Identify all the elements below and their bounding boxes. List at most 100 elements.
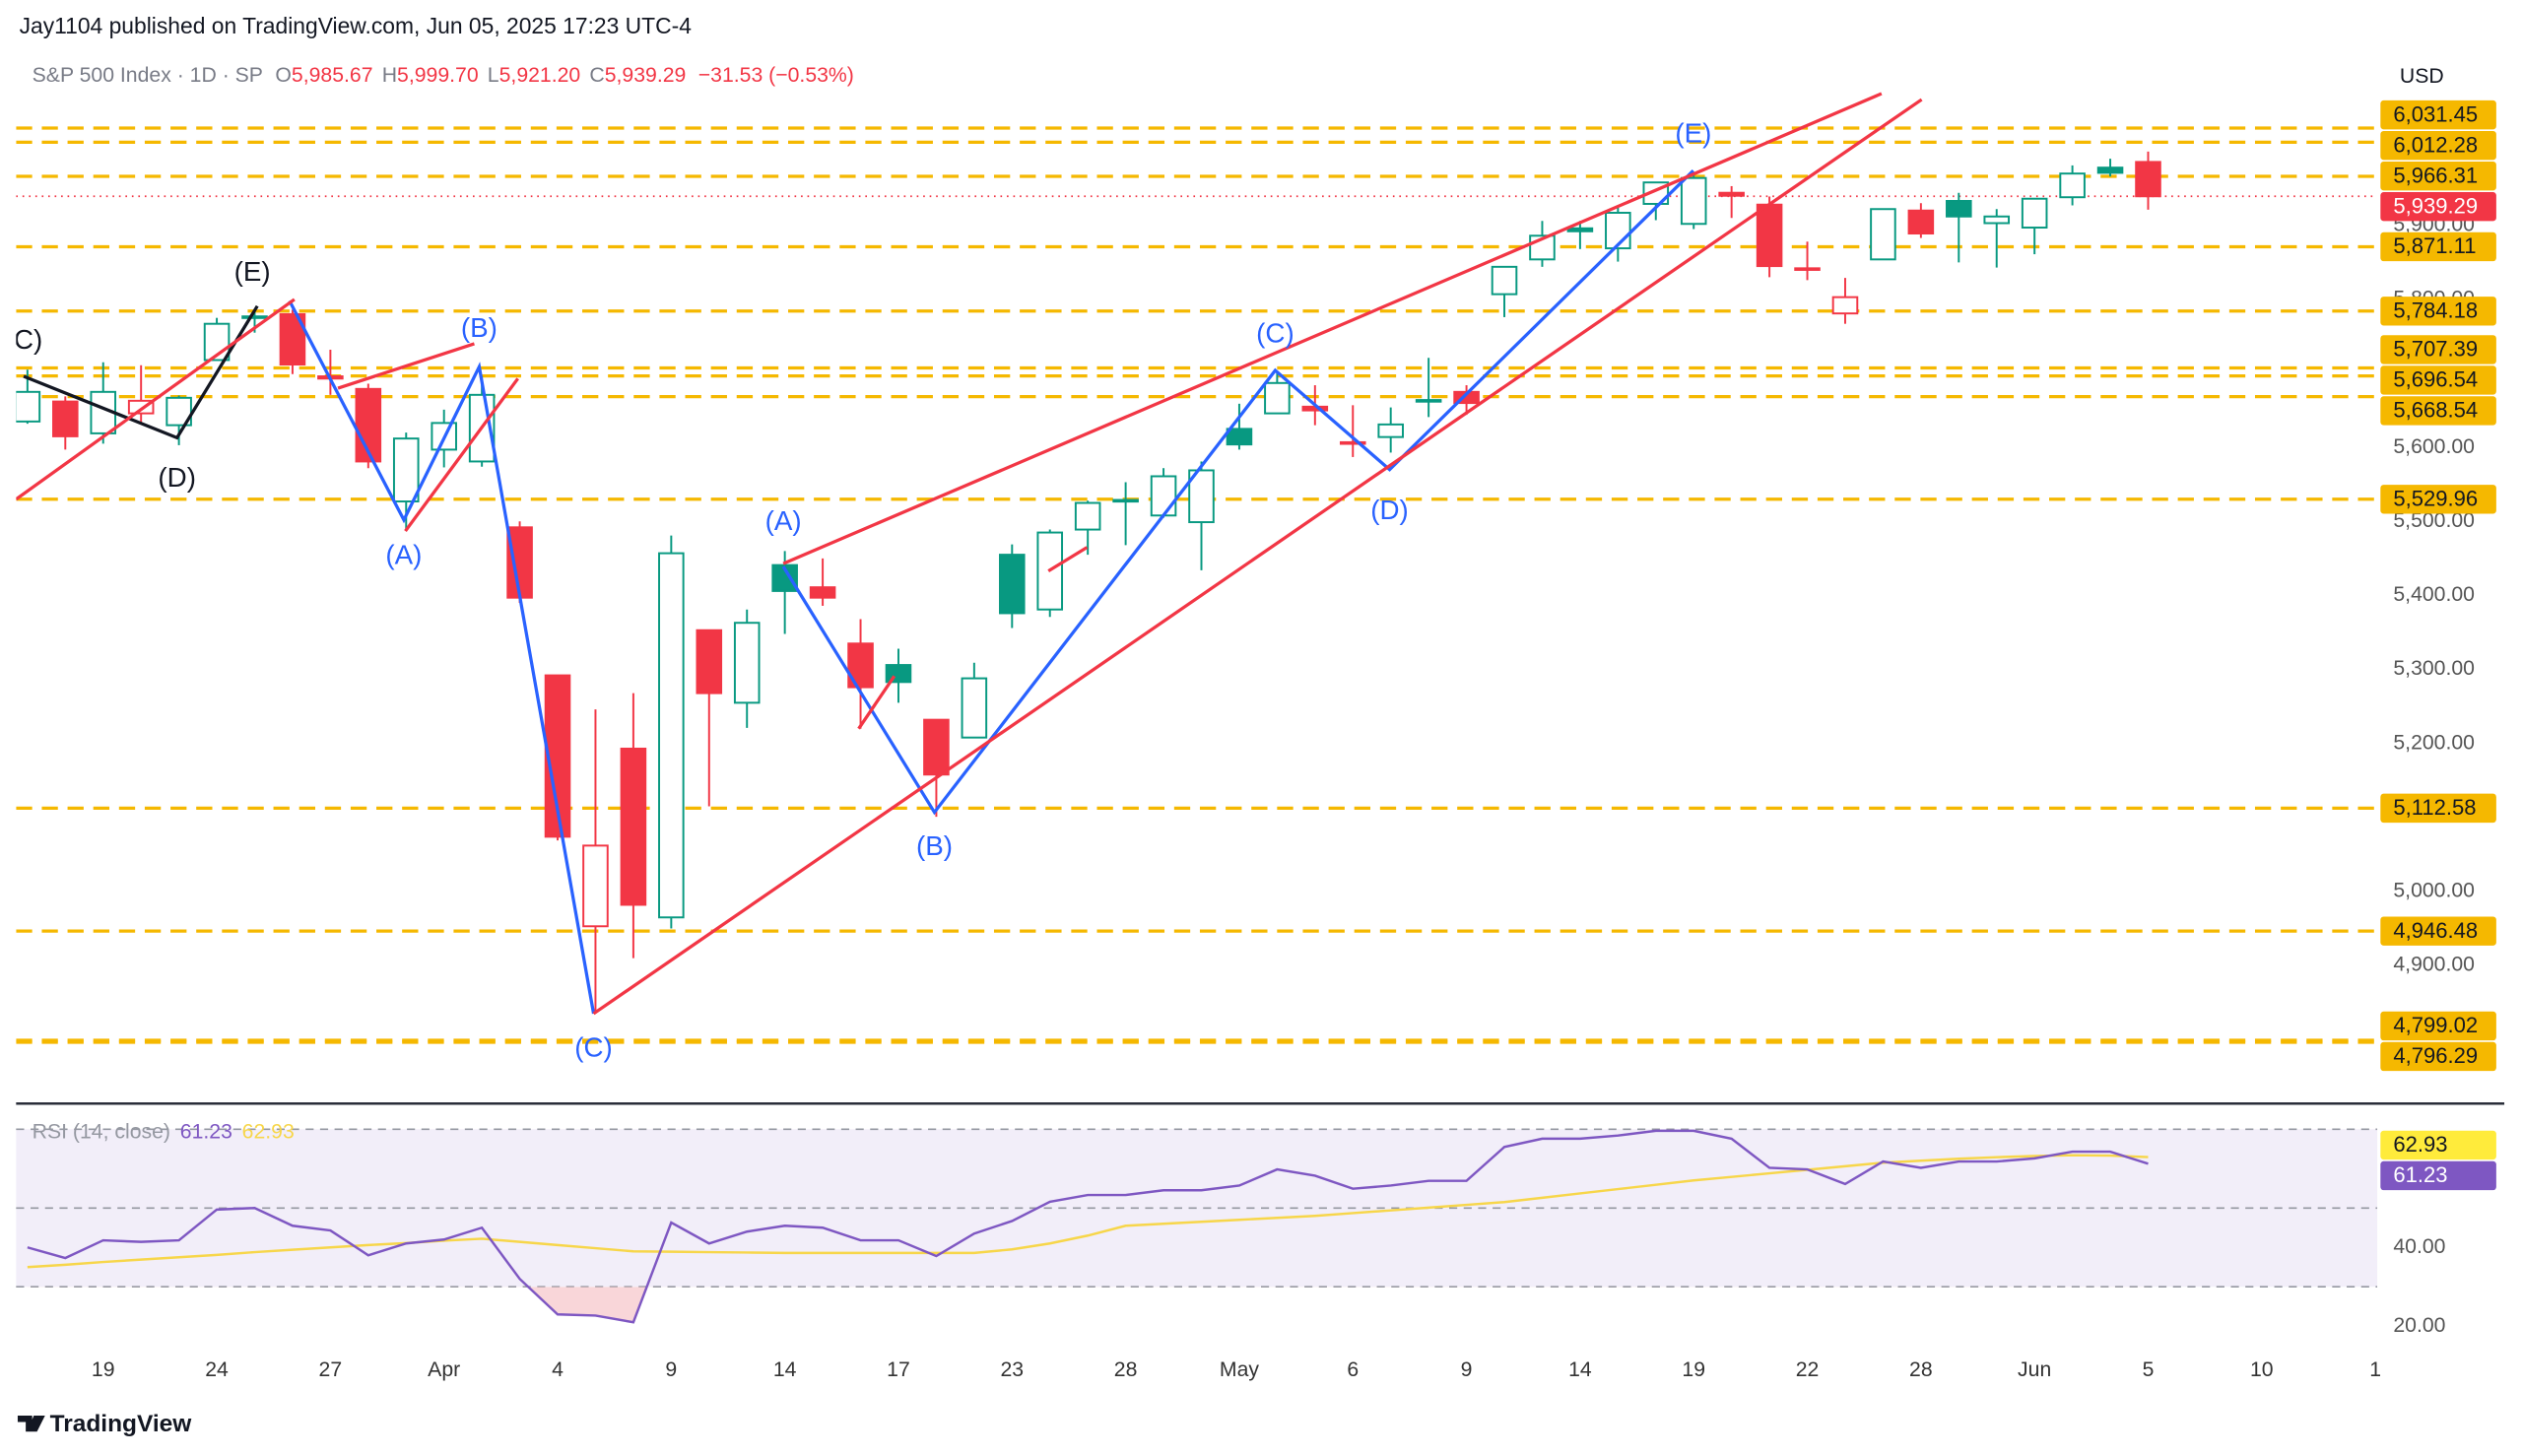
drawing-line — [1047, 546, 1089, 573]
candle-body — [1718, 191, 1745, 197]
level-box — [2380, 99, 2496, 130]
close-label: C — [589, 64, 604, 87]
candle-body — [2096, 166, 2124, 174]
drawing-line — [16, 298, 296, 501]
candle-body — [696, 629, 723, 695]
candle-body — [203, 322, 231, 362]
brand-logo: TradingView — [17, 1411, 193, 1437]
x-tick-label: 17 — [887, 1358, 910, 1381]
level-label: 5,784.18 — [2393, 298, 2478, 322]
candle-body — [1983, 215, 2011, 225]
candle-body — [923, 718, 950, 776]
x-tick-label: 10 — [2250, 1358, 2274, 1381]
x-tick-label: 6 — [1347, 1358, 1359, 1381]
y-tick-label: 5,000.00 — [2393, 880, 2475, 902]
candle-body — [2021, 197, 2048, 230]
y-tick-label: 5,400.00 — [2393, 583, 2475, 606]
level-box — [2380, 297, 2496, 326]
drawing-line — [781, 169, 1694, 816]
wave-label: (C) — [574, 1031, 613, 1062]
rsi-ma-value: 62.93 — [242, 1120, 295, 1143]
level-label: 5,966.31 — [2393, 163, 2478, 187]
level-label: 6,031.45 — [2393, 101, 2478, 126]
wave-label: (D) — [158, 462, 196, 493]
high-label: H — [382, 64, 397, 87]
level-box — [2380, 232, 2496, 262]
last-price-box — [2380, 191, 2496, 222]
brand: TradingView — [50, 1411, 193, 1437]
x-tick-label: 24 — [205, 1358, 229, 1381]
wave-label: (B) — [916, 830, 953, 861]
y-tick-label: 4,900.00 — [2393, 954, 2475, 976]
rsi-line — [27, 1129, 2149, 1324]
level-label: 5,871.11 — [2393, 233, 2476, 258]
level-box — [2380, 793, 2496, 824]
x-tick-label: 19 — [92, 1358, 115, 1381]
x-tick-label: 4 — [552, 1358, 564, 1381]
level-label: 5,112.58 — [2393, 795, 2476, 820]
x-tick-label: Jun — [2018, 1358, 2051, 1381]
level-box — [2380, 365, 2496, 395]
candle-body — [733, 622, 761, 704]
candle-body — [16, 390, 41, 423]
low-value: 5,921.20 — [499, 64, 581, 87]
rsi-legend: RSI (14, close) 61.23 62.93 — [33, 1120, 295, 1143]
x-tick-label: 28 — [1114, 1358, 1138, 1381]
wave-label: (D) — [1370, 495, 1409, 525]
low-label: L — [488, 64, 499, 87]
open-value: 5,985.67 — [292, 64, 373, 87]
x-tick-label: 9 — [665, 1358, 677, 1381]
y-tick-label: 5,200.00 — [2393, 731, 2475, 754]
level-box — [2380, 916, 2496, 946]
symbol-legend: S&P 500 Index · 1D · SP O5,985.67 H5,999… — [33, 64, 854, 87]
x-tick-label: May — [1220, 1358, 1259, 1381]
x-tick-label: 19 — [1682, 1358, 1705, 1381]
candle-body — [1680, 176, 1707, 226]
x-tick-label: 22 — [1796, 1358, 1820, 1381]
candle-body — [1415, 399, 1442, 403]
open-label: O — [275, 64, 292, 87]
drawing-line — [288, 299, 596, 1015]
wave-label: (C) — [5, 324, 43, 355]
symbol: S&P 500 Index · 1D · SP — [33, 64, 263, 87]
rsi-ma-line — [27, 1154, 2149, 1269]
candle-body — [809, 586, 836, 599]
x-tick-label: 14 — [1568, 1358, 1592, 1381]
drawing-line — [337, 342, 475, 390]
candle-body — [1907, 209, 1935, 235]
last-price-label: 5,939.29 — [2393, 193, 2478, 218]
drawing-line — [857, 675, 896, 730]
candle-body — [1112, 498, 1139, 503]
rsi-value: 61.23 — [180, 1120, 232, 1143]
candle-body — [582, 844, 609, 928]
candle-body — [1605, 212, 1631, 250]
rsi-tick-label: 20.00 — [2393, 1314, 2445, 1337]
rsi-ma-label: 62.93 — [2393, 1132, 2447, 1157]
level-box — [2380, 335, 2496, 364]
currency: USD — [2400, 65, 2444, 88]
level-box — [2380, 1041, 2496, 1072]
x-tick-label: 9 — [1461, 1358, 1473, 1381]
drawing-line — [782, 92, 1883, 565]
level-box — [2380, 396, 2496, 426]
level-label: 4,946.48 — [2393, 918, 2478, 943]
candle-body — [961, 677, 988, 739]
drawing-line — [592, 98, 1923, 1016]
candle-body — [241, 315, 268, 319]
rsi-tick-label: 40.00 — [2393, 1235, 2445, 1258]
rsi-box — [2380, 1160, 2496, 1191]
candle-body — [1946, 199, 1972, 218]
level-label: 6,012.28 — [2393, 132, 2478, 157]
y-tick-label: 5,500.00 — [2393, 509, 2475, 532]
wave-label: (B) — [461, 312, 498, 343]
candle-body — [658, 552, 685, 919]
rsi-name: RSI (14, close) — [33, 1120, 170, 1143]
level-label: 4,799.02 — [2393, 1013, 2478, 1037]
candle-body — [1301, 405, 1329, 412]
level-label: 4,796.29 — [2393, 1043, 2478, 1068]
change-value: −31.53 (−0.53%) — [698, 64, 854, 87]
level-label: 5,707.39 — [2393, 337, 2478, 362]
